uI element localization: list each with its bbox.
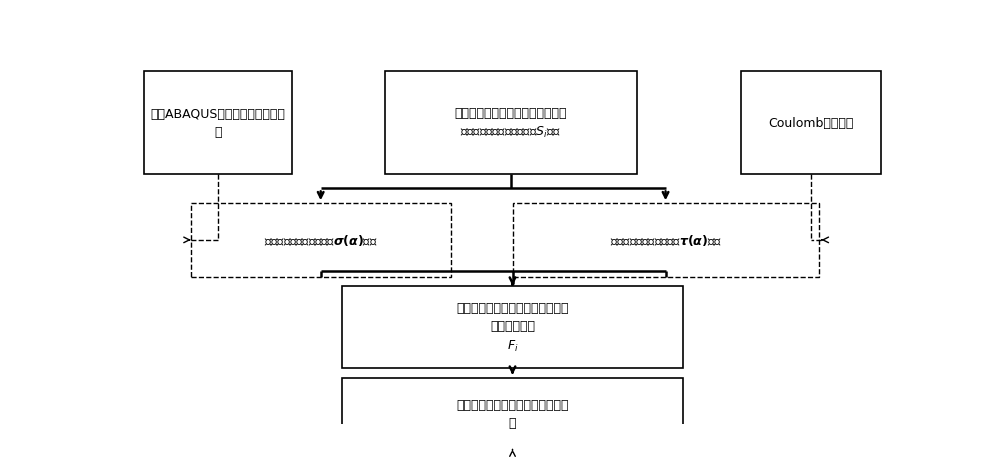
Bar bbox=[741, 72, 881, 174]
Text: 圆刃口处接触正应力模型$\boldsymbol{\sigma(\alpha)}$建立: 圆刃口处接触正应力模型$\boldsymbol{\sigma(\alpha)}$… bbox=[264, 233, 377, 248]
Bar bbox=[342, 286, 683, 369]
Bar bbox=[342, 378, 683, 449]
Bar bbox=[512, 204, 819, 277]
Text: 圆刃口处接触切应力模型$\boldsymbol{\tau(\alpha)}$建立: 圆刃口处接触切应力模型$\boldsymbol{\tau(\alpha)}$建立 bbox=[610, 233, 721, 248]
Text: 基于犁耕效应确认死区几何，包括
沿圆刃口刀具切削刃分布的$S_i$各点: 基于犁耕效应确认死区几何，包括 沿圆刃口刀具切削刃分布的$S_i$各点 bbox=[454, 106, 567, 140]
Bar bbox=[191, 204, 450, 277]
Bar bbox=[385, 72, 637, 174]
Bar bbox=[144, 72, 292, 174]
Text: 采用布谷鸟算法得到接触参数最优
解: 采用布谷鸟算法得到接触参数最优 解 bbox=[456, 398, 569, 429]
Bar bbox=[342, 451, 683, 476]
Text: 钛合金正交实验切削力: 钛合金正交实验切削力 bbox=[475, 474, 550, 476]
Text: Coulomb摩擦定律: Coulomb摩擦定律 bbox=[768, 117, 854, 129]
Text: 基于ABAQUS的圆刃口二维切削模
型: 基于ABAQUS的圆刃口二维切削模 型 bbox=[151, 108, 285, 139]
Text: 建立多进给多刃口半径下的两向正
交切削力模型
$F_i$: 建立多进给多刃口半径下的两向正 交切削力模型 $F_i$ bbox=[456, 302, 569, 353]
